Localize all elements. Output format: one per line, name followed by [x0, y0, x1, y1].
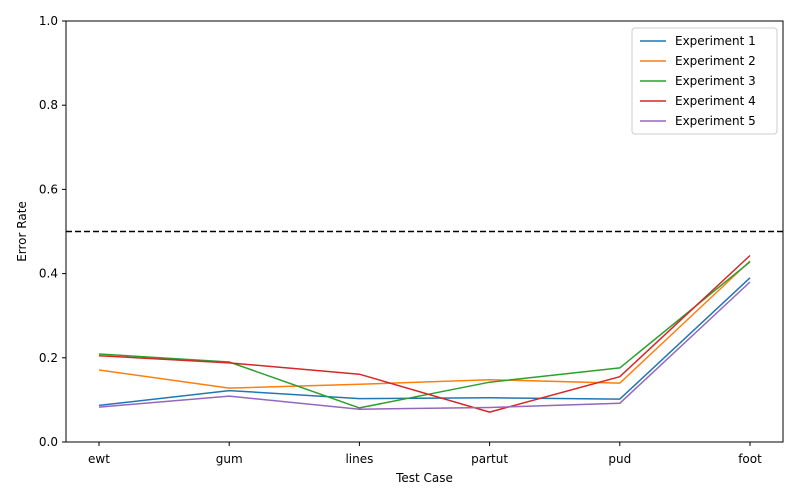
y-tick-label: 0.6 [39, 182, 58, 196]
y-tick-label: 0.2 [39, 351, 58, 365]
x-axis: ewt gum lines partut pud foot [88, 442, 762, 466]
y-axis-label: Error Rate [15, 201, 29, 262]
y-tick-label: 0.4 [39, 267, 58, 281]
series-line-5 [98, 281, 751, 410]
series-line-2 [98, 260, 751, 389]
legend-box [631, 27, 778, 135]
series-line-4 [98, 254, 751, 413]
plot-area-frame [65, 20, 784, 443]
y-tick-label: 0.8 [39, 98, 58, 112]
y-tick-label: 0.0 [39, 435, 58, 449]
series-line-1 [98, 277, 751, 407]
x-axis-label: Test Case [395, 471, 453, 485]
x-tick-label: foot [738, 452, 762, 466]
legend-label-2: Experiment 2 [675, 54, 756, 68]
x-tick-label: gum [216, 452, 243, 466]
x-tick-label: lines [345, 452, 373, 466]
x-tick-label: pud [608, 452, 631, 466]
legend-label-5: Experiment 5 [675, 114, 756, 128]
legend: Experiment 1 Experiment 2 Experiment 3 Expe… [631, 27, 778, 135]
series-line-3 [98, 261, 751, 409]
x-tick-label: partut [471, 452, 508, 466]
y-axis: 0.0 0.2 0.4 0.6 0.8 1.0 [39, 14, 66, 449]
y-tick-label: 1.0 [39, 14, 58, 28]
series-layer [98, 254, 751, 413]
legend-label-3: Experiment 3 [675, 74, 756, 88]
legend-label-4: Experiment 4 [675, 94, 756, 108]
x-tick-label: ewt [88, 452, 110, 466]
legend-label-1: Experiment 1 [675, 34, 756, 48]
